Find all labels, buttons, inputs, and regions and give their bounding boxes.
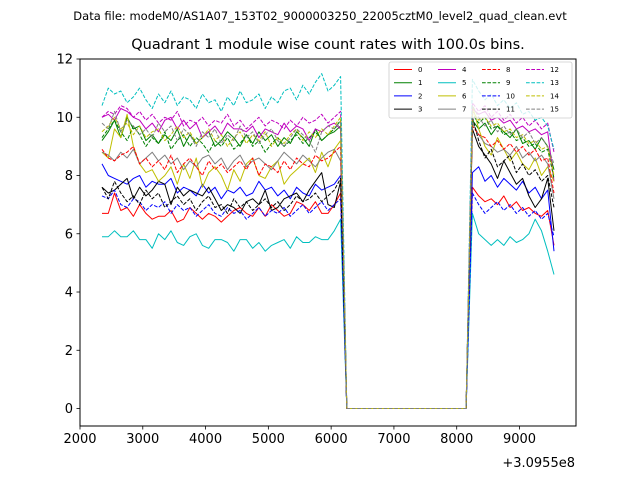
x-tick-label: 3000 [126, 432, 159, 447]
series-line-6 [101, 105, 555, 409]
legend-label-8: 8 [506, 66, 510, 74]
series-line-14 [101, 110, 555, 409]
legend-label-0: 0 [418, 66, 422, 74]
legend-label-6: 6 [462, 92, 467, 100]
chart-title: Quadrant 1 module wise count rates with … [131, 37, 525, 53]
series-line-5 [102, 212, 555, 409]
legend-label-3: 3 [418, 106, 422, 114]
y-tick-label: 0 [65, 402, 73, 417]
legend-label-5: 5 [462, 79, 466, 87]
series-line-11 [101, 116, 555, 409]
series-line-8 [101, 125, 555, 409]
legend-label-4: 4 [462, 66, 467, 74]
plot-area [80, 59, 576, 426]
legend-label-2: 2 [418, 92, 422, 100]
y-tick-label: 8 [65, 169, 73, 184]
series-line-2 [101, 163, 555, 409]
y-tick-label: 10 [56, 111, 73, 126]
series-layer [101, 73, 555, 409]
legend-label-12: 12 [550, 66, 559, 74]
x-offset-label: +3.0955e8 [502, 456, 575, 471]
series-line-3 [101, 128, 555, 409]
x-tick-label: 7000 [377, 432, 410, 447]
series-line-12 [101, 102, 555, 409]
y-axis: 0 2 4 6 8 10 12 [56, 53, 80, 417]
x-tick-label: 5000 [252, 432, 285, 447]
x-tick-label: 9000 [503, 432, 536, 447]
y-tick-label: 6 [65, 227, 73, 242]
legend-label-1: 1 [418, 79, 422, 87]
plot-frame [79, 58, 577, 427]
legend-label-11: 11 [506, 106, 515, 114]
legend-label-9: 9 [506, 79, 510, 87]
x-axis: 2000 3000 4000 5000 6000 7000 8000 9000 [63, 426, 536, 447]
legend-label-10: 10 [506, 92, 515, 100]
data-file-label: Data file: modeM0/AS1A07_153T02_90000032… [73, 9, 567, 23]
series-line-0 [102, 186, 555, 409]
legend-label-14: 14 [550, 92, 559, 100]
x-tick-label: 4000 [189, 432, 222, 447]
y-tick-label: 12 [56, 53, 73, 68]
x-tick-label: 6000 [315, 432, 348, 447]
series-line-10 [101, 189, 555, 409]
x-tick-label: 8000 [440, 432, 473, 447]
legend-box [388, 61, 573, 119]
y-tick-label: 4 [65, 286, 73, 301]
y-tick-label: 2 [65, 344, 73, 359]
x-tick-label: 2000 [63, 432, 96, 447]
legend-label-13: 13 [550, 79, 559, 87]
legend-label-7: 7 [462, 106, 466, 114]
legend-label-15: 15 [550, 106, 559, 114]
